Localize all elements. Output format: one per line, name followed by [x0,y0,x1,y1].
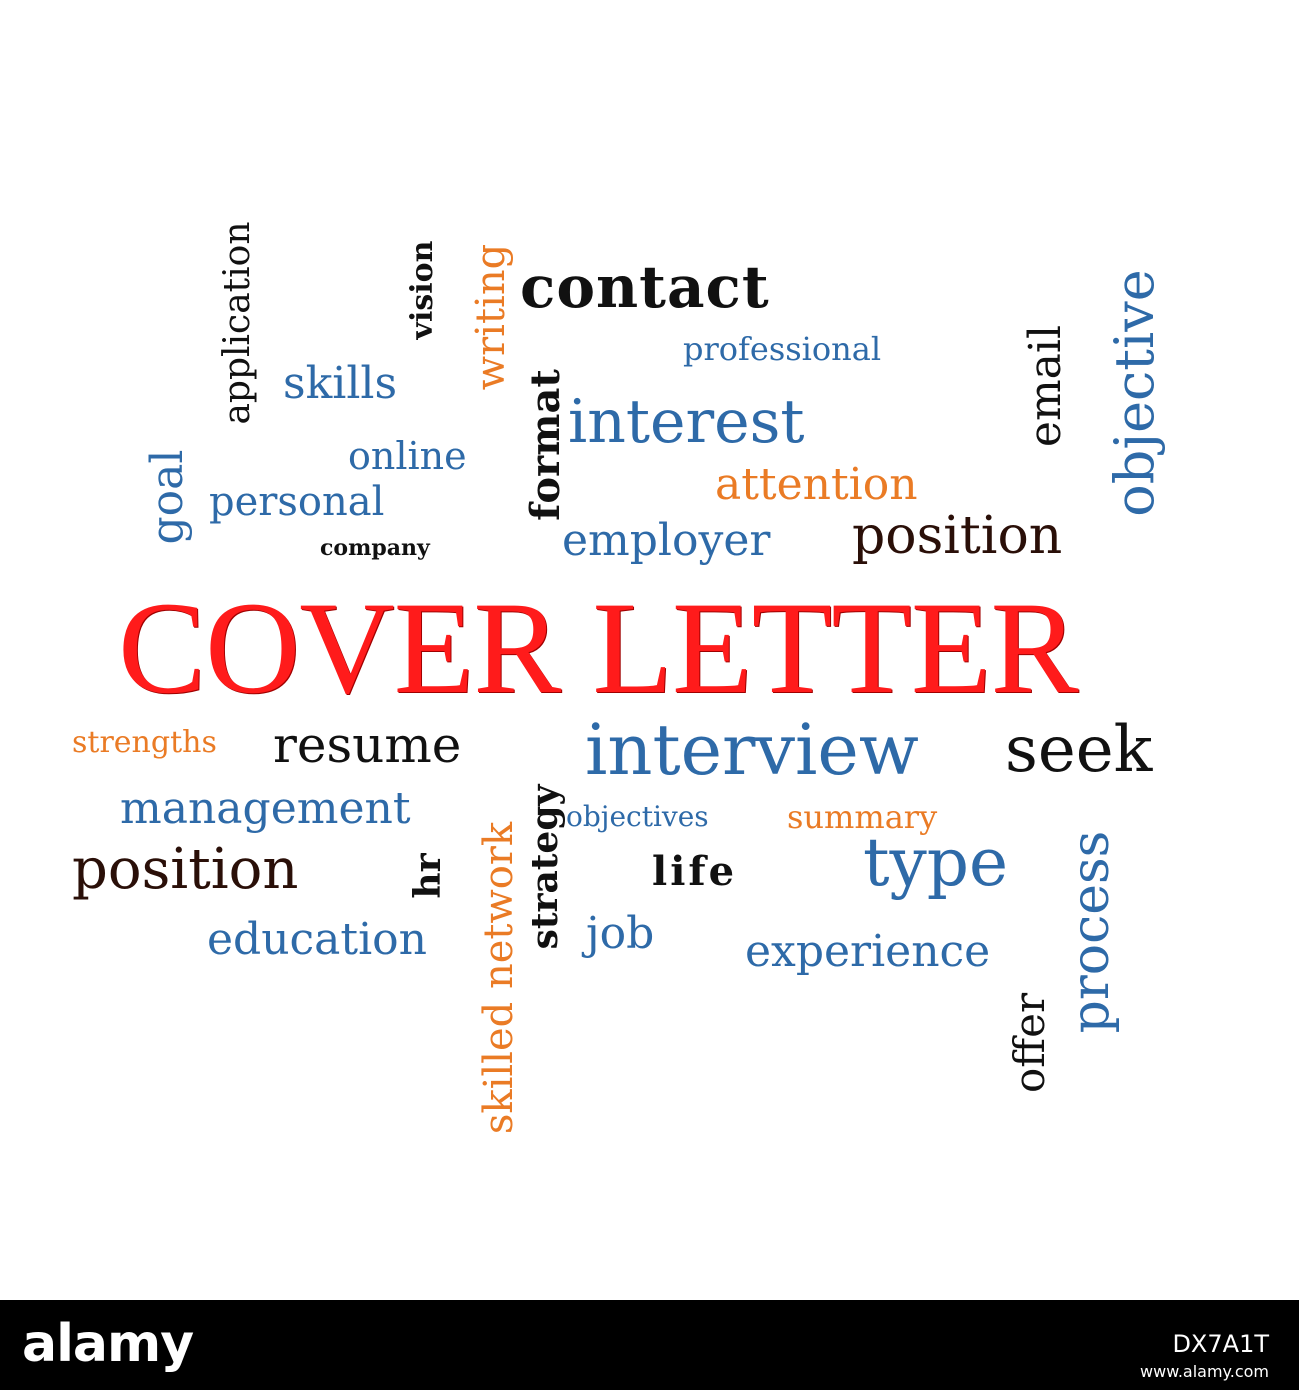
word-position-bottom: position [72,837,299,902]
footer-bar: alamy DX7A1T www.alamy.com [0,1300,1299,1390]
word-position-top: position [852,506,1063,566]
word-experience: experience [745,926,991,977]
site-url: www.alamy.com [1140,1362,1269,1381]
word-email: email [1020,324,1071,448]
word-format: format [522,369,569,521]
word-skilled-network: skilled network [476,821,522,1135]
word-resume: resume [273,716,462,774]
word-contact: contact [520,253,770,321]
image-id: DX7A1T [1172,1330,1269,1358]
word-skills: skills [283,358,398,409]
word-company: company [320,535,430,561]
word-summary: summary [787,798,938,836]
word-objectives: objectives [566,800,709,833]
word-strengths: strengths [72,725,217,760]
word-offer: offer [1005,992,1054,1094]
word-process: process [1061,830,1121,1034]
word-job: job [586,908,655,959]
word-vision: vision [405,240,440,340]
word-interview: interview [585,709,919,791]
word-interest: interest [568,387,805,457]
word-hr: hr [407,853,449,899]
word-writing: writing [468,243,514,391]
word-type: type [863,824,1009,901]
word-online: online [348,434,467,478]
word-management: management [120,783,411,834]
title-cover-letter: COVER LETTER [118,574,1079,721]
word-strategy: strategy [524,784,566,950]
word-seek: seek [1005,713,1153,787]
word-objective: objective [1103,269,1166,517]
word-life: life [652,848,738,895]
word-attention: attention [715,459,918,510]
word-cloud: contact professional interest attention … [72,221,1166,1135]
word-goal: goal [142,449,193,545]
word-employer: employer [562,515,771,566]
word-education: education [207,914,427,965]
alamy-logo: alamy [22,1314,194,1374]
word-professional: professional [683,330,882,368]
word-personal: personal [209,479,385,525]
word-application: application [217,221,258,425]
